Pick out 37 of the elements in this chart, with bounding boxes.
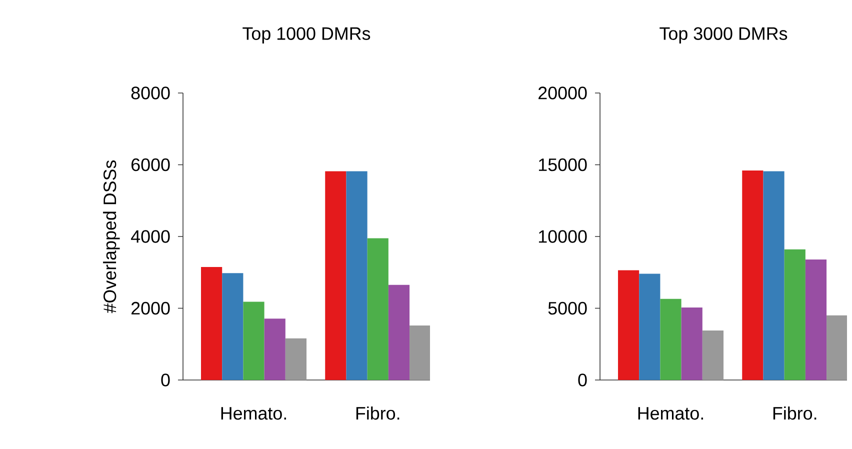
- x-tick-label: Fibro.: [773, 406, 816, 420]
- x-tick-label: Hemato.: [221, 407, 286, 420]
- bar: [826, 315, 848, 380]
- x-tick-label: Hemato.: [638, 407, 703, 420]
- bar: [805, 259, 827, 380]
- bar: [325, 171, 346, 380]
- y-tick-label: 20000: [538, 86, 587, 100]
- bar: [201, 266, 222, 380]
- bar: [285, 338, 307, 380]
- bar: [367, 238, 388, 380]
- y-tick-label: 0: [578, 374, 587, 386]
- bar: [639, 274, 660, 380]
- y-tick-label: 5000: [548, 302, 587, 315]
- chart-title: Top 1000 DMRs: [242, 27, 370, 44]
- chart-title: Top 3000 DMRs: [660, 27, 788, 44]
- bar: [243, 302, 264, 380]
- bar: [222, 273, 244, 380]
- y-tick-label: 8000: [131, 86, 170, 100]
- y-tick-label: 0: [161, 374, 170, 386]
- y-tick-label: 15000: [538, 158, 587, 172]
- bar: [410, 325, 430, 380]
- bar: [388, 284, 410, 380]
- y-tick-label: 4000: [130, 230, 170, 243]
- y-tick-label: 6000: [131, 158, 170, 172]
- x-tick-label: Fibro.: [356, 406, 400, 420]
- y-tick-label: 10000: [538, 230, 587, 243]
- bar: [681, 308, 702, 380]
- bar: [660, 298, 682, 380]
- bar: [618, 270, 640, 380]
- y-axis-title: #Overlapped DSSs: [103, 160, 120, 314]
- bar: [264, 318, 286, 380]
- bar: [346, 171, 368, 380]
- y-tick-label: 2000: [131, 302, 170, 315]
- bar: [784, 249, 806, 380]
- bar: [763, 171, 784, 380]
- bar: [742, 170, 764, 380]
- bar: [702, 330, 724, 380]
